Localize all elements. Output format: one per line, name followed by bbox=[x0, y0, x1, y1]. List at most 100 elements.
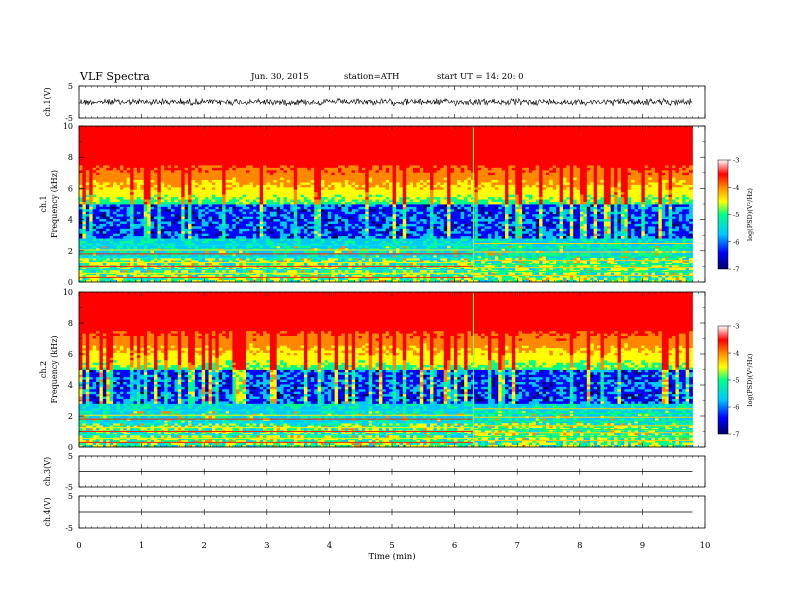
psd-cell bbox=[137, 250, 141, 253]
psd-cell bbox=[372, 233, 376, 236]
psd-cell bbox=[512, 219, 516, 222]
psd-cell bbox=[236, 228, 240, 231]
psd-cell bbox=[519, 258, 523, 261]
psd-cell bbox=[536, 277, 540, 280]
psd-cell bbox=[154, 250, 158, 253]
psd-cell bbox=[256, 216, 260, 219]
psd-cell bbox=[396, 216, 400, 219]
psd-cell bbox=[205, 233, 209, 236]
psd-cell bbox=[369, 236, 373, 239]
psd-cell bbox=[352, 224, 356, 227]
psd-cell bbox=[621, 253, 625, 256]
psd-cell bbox=[246, 238, 250, 241]
psd-cell bbox=[416, 216, 420, 219]
psd-cell bbox=[89, 238, 93, 241]
psd-cell bbox=[393, 228, 397, 231]
psd-cell bbox=[362, 238, 366, 241]
psd-cell bbox=[239, 238, 243, 241]
psd-cell bbox=[134, 241, 138, 244]
psd-cell bbox=[311, 224, 315, 227]
psd-cell bbox=[164, 270, 168, 273]
psd-cell bbox=[103, 233, 107, 236]
psd-cell bbox=[471, 226, 475, 229]
psd-cell bbox=[137, 224, 141, 227]
psd-cell bbox=[372, 231, 376, 234]
psd-cell bbox=[669, 228, 673, 231]
psd-cell bbox=[376, 238, 380, 241]
psd-cell bbox=[447, 226, 451, 229]
psd-cell bbox=[638, 226, 642, 229]
psd-cell bbox=[239, 231, 243, 234]
psd-cell bbox=[205, 241, 209, 244]
psd-cell bbox=[181, 241, 185, 244]
psd-cell bbox=[168, 245, 172, 248]
psd-cell bbox=[263, 226, 267, 229]
psd-cell bbox=[580, 272, 584, 275]
psd-cell bbox=[519, 231, 523, 234]
psd-cell bbox=[508, 272, 512, 275]
psd-cell bbox=[672, 221, 676, 224]
psd-cell bbox=[188, 226, 192, 229]
psd-cell bbox=[365, 216, 369, 219]
psd-cell bbox=[508, 277, 512, 280]
psd-cell bbox=[624, 233, 628, 236]
psd-cell bbox=[529, 238, 533, 241]
psd-cell bbox=[433, 224, 437, 227]
psd-cell bbox=[205, 245, 209, 248]
psd-cell bbox=[590, 231, 594, 234]
psd-cell bbox=[243, 238, 247, 241]
psd-cell bbox=[161, 233, 165, 236]
psd-cell bbox=[587, 277, 591, 280]
psd-cell bbox=[580, 231, 584, 234]
psd-cell bbox=[205, 221, 209, 224]
psd-cell bbox=[624, 221, 628, 224]
psd-cell bbox=[243, 224, 247, 227]
psd-cell bbox=[485, 236, 489, 239]
psd-cell bbox=[273, 224, 277, 227]
psd-cell bbox=[444, 221, 448, 224]
psd-cell bbox=[324, 221, 328, 224]
psd-cell bbox=[236, 219, 240, 222]
psd-cell bbox=[314, 250, 318, 253]
psd-cell bbox=[348, 250, 352, 253]
psd-cell bbox=[311, 226, 315, 229]
psd-cell bbox=[393, 226, 397, 229]
psd-cell bbox=[464, 228, 468, 231]
psd-cell bbox=[178, 250, 182, 253]
psd-cell bbox=[168, 250, 172, 253]
psd-cell bbox=[413, 219, 417, 222]
psd-cell bbox=[181, 250, 185, 253]
psd-cell bbox=[652, 272, 656, 275]
psd-cell bbox=[277, 219, 281, 222]
psd-cell bbox=[648, 233, 652, 236]
psd-cell bbox=[543, 233, 547, 236]
psd-cell bbox=[283, 233, 287, 236]
psd-cell bbox=[577, 236, 581, 239]
psd-cell bbox=[127, 233, 131, 236]
psd-cell bbox=[447, 245, 451, 248]
psd-cell bbox=[658, 258, 662, 261]
psd-cell bbox=[352, 241, 356, 244]
psd-cell bbox=[297, 231, 301, 234]
psd-cell bbox=[355, 245, 359, 248]
psd-cell bbox=[195, 228, 199, 231]
psd-cell bbox=[508, 221, 512, 224]
psd-cell bbox=[113, 250, 117, 253]
psd-cell bbox=[93, 233, 97, 236]
psd-cell bbox=[365, 238, 369, 241]
psd-cell bbox=[611, 224, 615, 227]
psd-cell bbox=[328, 231, 332, 234]
psd-cell bbox=[229, 228, 233, 231]
psd-cell bbox=[498, 228, 502, 231]
psd-cell bbox=[283, 250, 287, 253]
psd-cell bbox=[396, 231, 400, 234]
psd-cell bbox=[549, 272, 553, 275]
psd-cell bbox=[277, 233, 281, 236]
psd-cell bbox=[624, 253, 628, 256]
psd-cell bbox=[618, 233, 622, 236]
psd-cell bbox=[614, 221, 618, 224]
psd-cell bbox=[669, 236, 673, 239]
psd-cell bbox=[675, 253, 679, 256]
psd-cell bbox=[386, 228, 390, 231]
psd-cell bbox=[229, 236, 233, 239]
